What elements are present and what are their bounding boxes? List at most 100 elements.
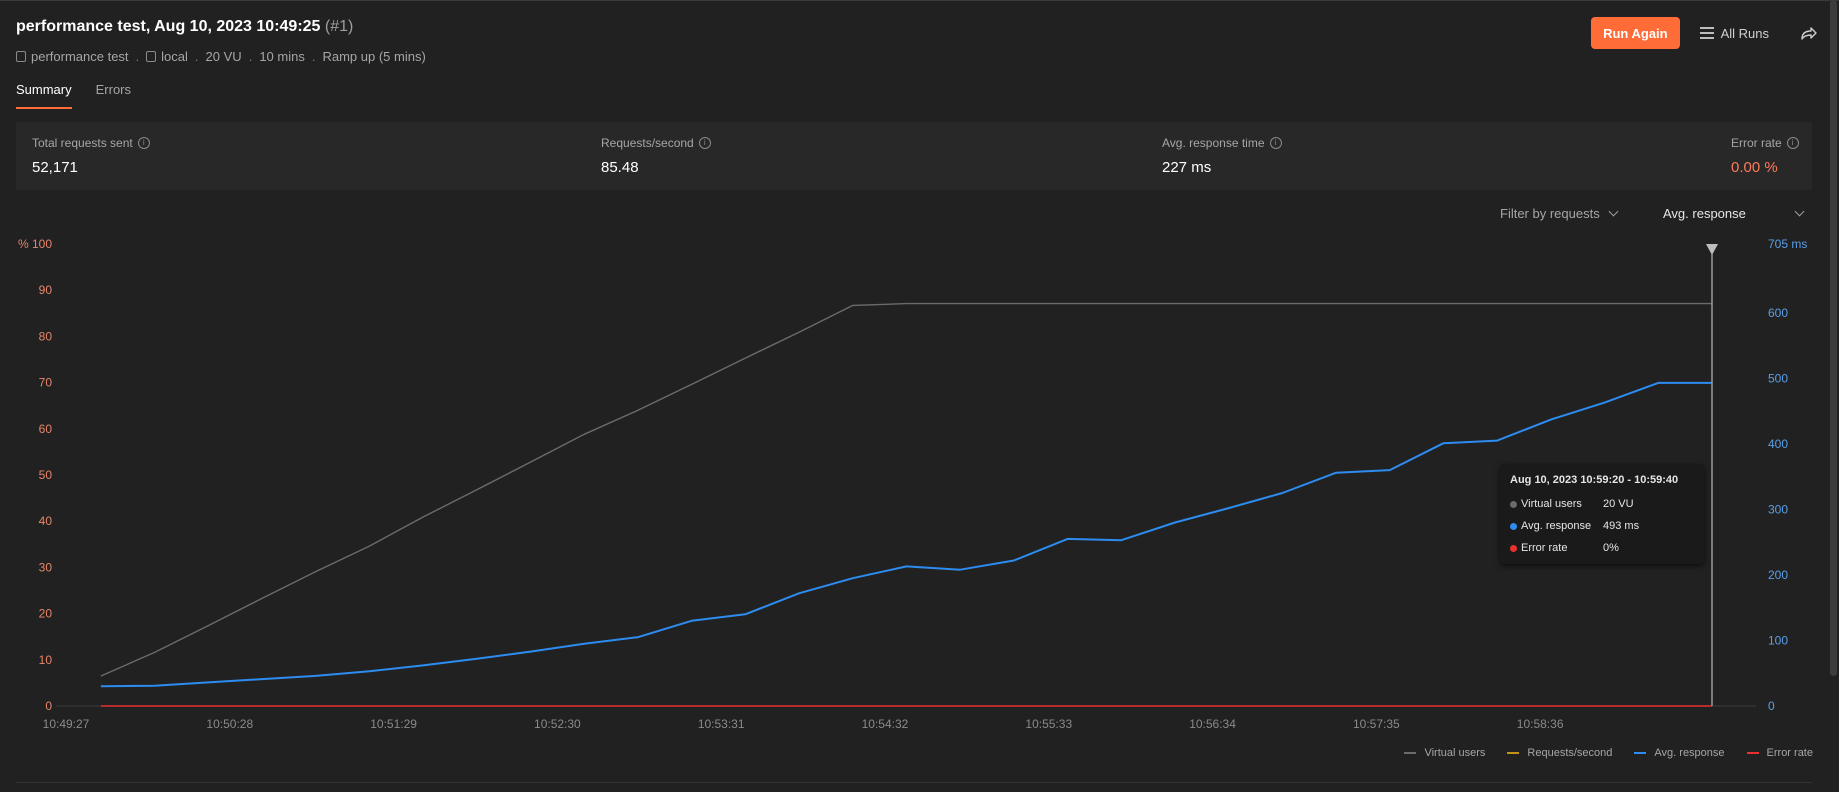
legend-swatch [1634,752,1647,754]
run-title: performance test, Aug 10, 2023 10:49:25 [16,18,321,35]
right-axis-tick-label: 705 ms [1768,237,1807,251]
stat-label: Total requests sent [32,136,133,150]
tooltip-row-name: Avg. response [1521,520,1592,532]
legend-label: Requests/second [1527,747,1613,759]
left-axis-tick-label: % 100 [18,237,52,251]
meta-separator: . [248,49,253,64]
virtual-users-count: 20 VU [205,49,242,64]
legend-item-requests-per-second[interactable]: Requests/second [1507,747,1612,759]
stat-value: 85.48 [601,159,639,176]
x-axis-tick-label: 10:55:33 [1025,717,1072,730]
right-axis-tick-label: 400 [1768,437,1788,451]
legend-label: Avg. response [1654,747,1725,759]
meta-separator: . [135,49,140,64]
chevron-down-icon [1794,206,1805,217]
test-duration: 10 mins [259,49,305,64]
tooltip-row-avg-response: Avg. response 493 ms [1510,520,1639,532]
info-icon[interactable]: i [1786,137,1799,149]
legend-swatch [1404,752,1417,754]
tooltip-row-error-rate: Error rate 0% [1510,542,1619,554]
info-icon[interactable]: i [1269,137,1282,149]
right-axis-tick-label: 0 [1768,699,1775,713]
collection-icon [16,51,26,62]
x-axis-tick-label: 10:58:36 [1517,717,1564,730]
x-axis-tick-label: 10:51:29 [370,717,417,730]
tooltip-title: Aug 10, 2023 10:59:20 - 10:59:40 [1510,474,1679,486]
x-axis-tick-label: 10:57:35 [1353,717,1400,730]
x-axis: 10:49:27 10:50:28 10:51:29 10:52:30 10:53:31… [43,705,1756,730]
stat-label: Error rate [1731,136,1782,150]
metric-label: Avg. response [1663,206,1746,221]
legend-label: Virtual users [1424,747,1486,759]
summary-stats: Total requests sent i 52,171 Requests/sec… [16,122,1812,190]
left-axis: 0 10 20 30 40 50 60 70 80 90 % 100 [18,237,52,713]
stat-total-requests: Total requests sent i 52,171 [32,136,150,176]
all-runs-button[interactable]: All Runs [1699,26,1769,41]
list-icon [1699,27,1714,39]
chevron-down-icon [1608,206,1619,217]
section-divider [16,782,1812,783]
run-again-button[interactable]: Run Again [1591,17,1680,49]
stat-value: 0.00 % [1731,159,1778,176]
right-axis-tick-label: 100 [1768,633,1788,647]
info-icon[interactable]: i [698,137,711,149]
series-dot-icon [1510,544,1517,552]
tooltip-row-virtual-users: Virtual users 20 VU [1510,498,1634,510]
legend-item-error-rate[interactable]: Error rate [1746,747,1813,759]
left-axis-tick-label: 90 [39,283,53,297]
tab-bar: Summary Errors [16,82,155,109]
filter-requests-label: Filter by requests [1500,206,1600,221]
run-number: (#1) [324,18,354,35]
environment-name[interactable]: local [161,49,188,64]
info-icon[interactable]: i [137,137,150,149]
meta-separator: . [311,49,316,64]
metric-dropdown[interactable]: Avg. response [1663,206,1805,221]
tooltip-row-value: 493 ms [1603,520,1640,532]
page-scrollbar[interactable] [1830,0,1837,676]
environment-icon [146,51,157,62]
x-axis-tick-label: 10:53:31 [698,717,745,730]
legend-item-avg-response[interactable]: Avg. response [1634,747,1725,759]
filter-requests-dropdown[interactable]: Filter by requests [1500,206,1619,221]
x-axis-tick-label: 10:56:34 [1189,717,1236,730]
stat-label: Avg. response time [1162,136,1265,150]
run-meta: performance test . local . 20 VU . 10 mi… [16,49,426,64]
top-border [0,0,1839,1]
avg-response-series-line [100,381,1712,688]
stat-label: Requests/second [601,136,694,150]
left-axis-tick-label: 80 [39,329,53,343]
left-axis-tick-label: 30 [39,560,53,574]
tooltip-row-value: 0% [1603,542,1619,554]
collection-name[interactable]: performance test [31,49,129,64]
x-axis-tick-label: 10:50:28 [206,717,253,730]
tooltip-row-value: 20 VU [1603,498,1634,510]
legend-swatch [1507,752,1520,754]
left-axis-tick-label: 70 [39,376,53,390]
legend-item-virtual-users[interactable]: Virtual users [1404,747,1485,759]
left-axis-tick-label: 50 [39,468,53,482]
share-icon[interactable] [1799,25,1817,41]
page-title: performance test, Aug 10, 2023 10:49:25 … [16,18,353,36]
left-axis-tick-label: 20 [39,607,53,621]
time-marker [1706,244,1718,706]
stat-error-rate: Error rate i 0.00 % [1731,136,1799,176]
header-actions: Run Again All Runs [1591,17,1817,49]
tab-errors[interactable]: Errors [95,82,132,97]
right-axis-tick-label: 500 [1768,371,1788,385]
chart-tooltip: Aug 10, 2023 10:59:20 - 10:59:40 Virtual… [1500,464,1704,564]
left-axis-tick-label: 40 [39,514,53,528]
load-profile: Ramp up (5 mins) [322,49,426,64]
left-axis-tick-label: 0 [45,699,52,713]
series-dot-icon [1510,522,1517,530]
tab-summary[interactable]: Summary [16,82,72,109]
performance-chart[interactable]: 0 10 20 30 40 50 60 70 80 90 % 100 0 100 200 300 400 50… [0,230,1839,730]
left-axis-tick-label: 60 [39,422,53,436]
virtual-users-series-line [100,302,1712,677]
meta-separator: . [194,49,199,64]
right-axis: 0 100 200 300 400 500 600 705 ms [1768,237,1807,713]
right-axis-tick-label: 200 [1768,568,1788,582]
x-axis-tick-label: 10:49:27 [43,717,90,730]
x-axis-tick-label: 10:52:30 [534,717,581,730]
run-header: performance test, Aug 10, 2023 10:49:25 … [16,18,353,36]
tooltip-row-name: Error rate [1521,542,1568,554]
